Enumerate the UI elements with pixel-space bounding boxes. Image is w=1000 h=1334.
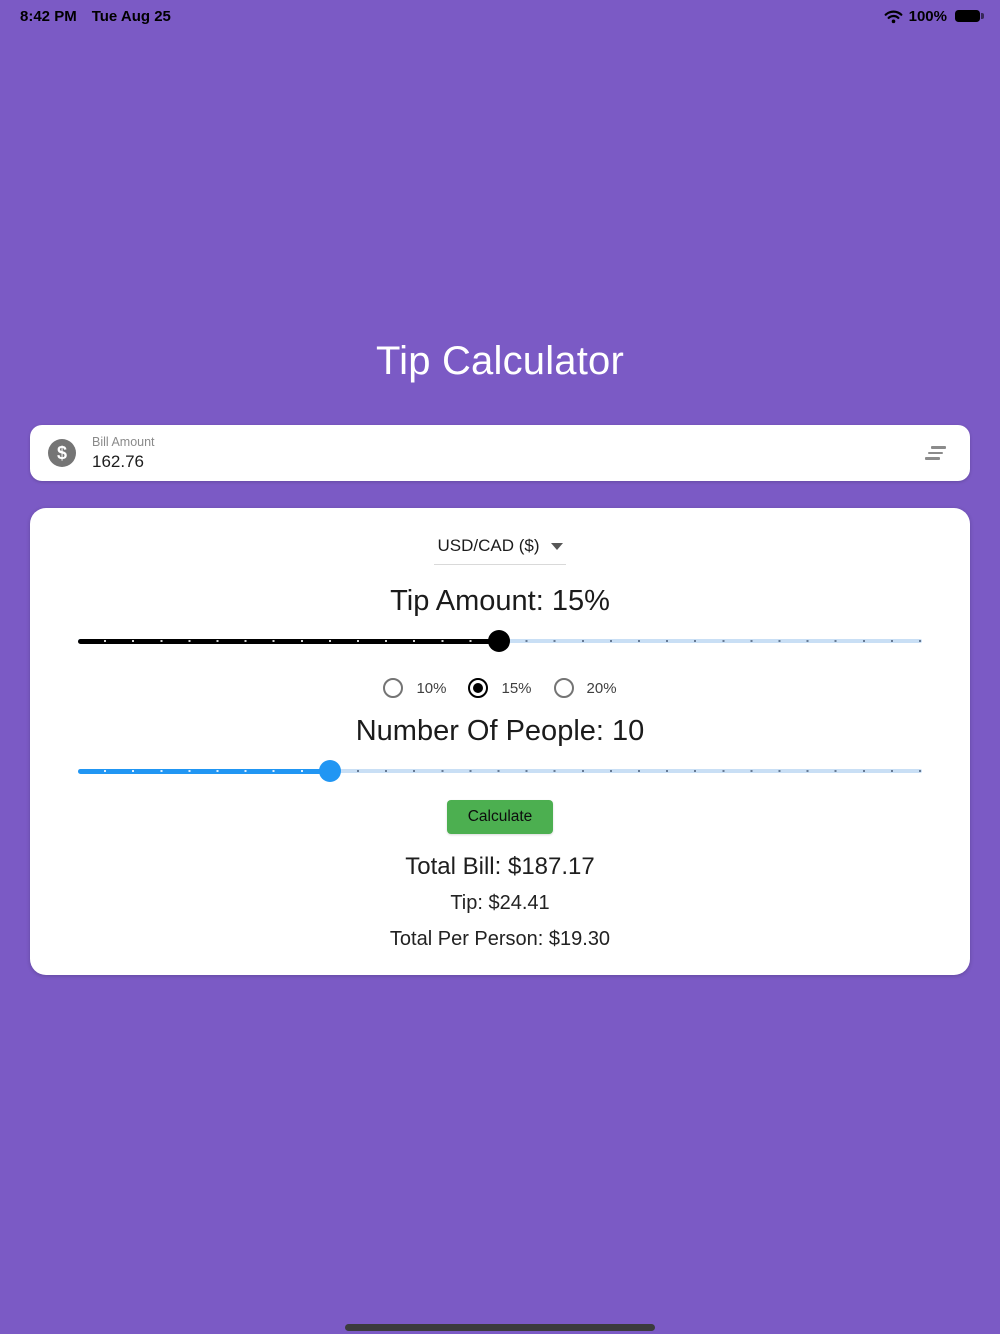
people-heading: Number Of People: 10 [355, 714, 645, 747]
short-text-icon [925, 446, 946, 460]
tip-option-label: 15% [501, 679, 532, 697]
status-time: 8:42 PM [20, 7, 77, 25]
tip-slider-fill [78, 638, 500, 644]
total-per-person-text: Total Per Person: $19.30 [389, 927, 611, 950]
radio-icon[interactable] [553, 678, 574, 698]
battery-icon [955, 9, 984, 23]
tip-option-10[interactable]: 10% [383, 678, 446, 698]
battery-percent-label: 100% [908, 7, 947, 25]
tip-slider[interactable] [78, 630, 922, 652]
tip-amount-heading: Tip Amount: 15% [390, 584, 610, 617]
home-indicator[interactable] [345, 1324, 655, 1331]
people-slider-fill [78, 768, 331, 774]
radio-icon[interactable] [383, 678, 404, 698]
bill-amount-label: Bill Amount [92, 434, 155, 449]
bill-amount-text: Bill Amount 162.76 [92, 435, 155, 472]
radio-icon[interactable] [468, 678, 489, 698]
currency-select[interactable]: USD/CAD ($) [434, 535, 566, 565]
dollar-circle-icon: $ [48, 439, 76, 467]
status-date: Tue Aug 25 [91, 7, 171, 25]
tip-option-label: 10% [416, 679, 447, 697]
status-left: 8:42 PM Tue Aug 25 [20, 8, 171, 25]
tip-option-15[interactable]: 15% [468, 678, 532, 698]
people-slider-thumb[interactable] [319, 760, 342, 782]
calculator-card: USD/CAD ($) Tip Amount: 15% 10% 15% [30, 508, 970, 975]
calculate-button[interactable]: Calculate [446, 800, 554, 834]
page-title: Tip Calculator [375, 339, 625, 383]
tip-option-20[interactable]: 20% [553, 678, 617, 698]
total-bill-text: Total Bill: $187.17 [405, 853, 595, 880]
tip-slider-thumb[interactable] [488, 630, 511, 652]
bill-amount-field[interactable]: $ Bill Amount 162.76 [30, 425, 970, 481]
people-slider-track[interactable] [78, 769, 922, 773]
wifi-icon [884, 10, 903, 23]
status-bar: 8:42 PM Tue Aug 25 100% [0, 0, 1000, 26]
bill-amount-input[interactable]: 162.76 [92, 451, 144, 471]
status-right: 100% [884, 7, 984, 25]
currency-select-value: USD/CAD ($) [437, 535, 540, 555]
people-slider[interactable] [78, 760, 922, 782]
chevron-down-icon [550, 543, 563, 550]
tip-result-text: Tip: $24.41 [450, 891, 550, 914]
tip-option-label: 20% [586, 679, 617, 697]
